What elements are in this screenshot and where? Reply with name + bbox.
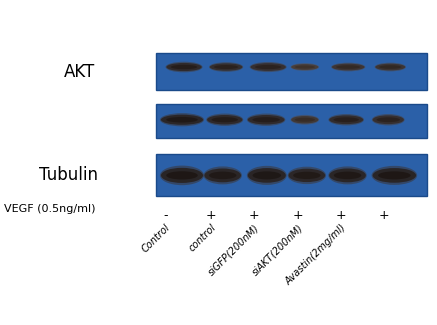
Ellipse shape bbox=[328, 166, 367, 184]
Ellipse shape bbox=[377, 117, 400, 122]
Ellipse shape bbox=[379, 65, 402, 69]
Ellipse shape bbox=[248, 168, 286, 183]
Ellipse shape bbox=[205, 168, 241, 182]
Ellipse shape bbox=[333, 117, 359, 122]
Ellipse shape bbox=[166, 62, 203, 72]
Ellipse shape bbox=[332, 64, 364, 70]
Text: -: - bbox=[163, 209, 168, 222]
Bar bbox=[156, 154, 427, 196]
Ellipse shape bbox=[373, 168, 416, 183]
Ellipse shape bbox=[375, 63, 406, 72]
Ellipse shape bbox=[161, 115, 203, 125]
Text: +: + bbox=[249, 209, 260, 222]
Text: Avastin(2mg/ml): Avastin(2mg/ml) bbox=[284, 222, 348, 287]
Ellipse shape bbox=[295, 118, 315, 122]
Ellipse shape bbox=[250, 62, 287, 72]
Ellipse shape bbox=[375, 64, 405, 70]
Ellipse shape bbox=[206, 113, 243, 126]
Ellipse shape bbox=[248, 115, 284, 124]
Bar bbox=[156, 105, 427, 138]
Ellipse shape bbox=[331, 63, 365, 72]
Ellipse shape bbox=[166, 63, 201, 71]
Ellipse shape bbox=[161, 168, 203, 183]
Text: siGFP(200nM): siGFP(200nM) bbox=[206, 222, 261, 277]
Ellipse shape bbox=[293, 172, 321, 179]
Ellipse shape bbox=[291, 116, 319, 124]
Ellipse shape bbox=[328, 114, 364, 125]
Bar bbox=[156, 53, 427, 90]
Ellipse shape bbox=[247, 166, 287, 185]
Ellipse shape bbox=[160, 165, 204, 185]
Ellipse shape bbox=[255, 65, 281, 69]
Text: control: control bbox=[187, 222, 218, 253]
Ellipse shape bbox=[291, 115, 319, 124]
Ellipse shape bbox=[336, 65, 361, 69]
Text: +: + bbox=[379, 209, 390, 222]
Text: +: + bbox=[336, 209, 346, 222]
Ellipse shape bbox=[291, 64, 319, 70]
Text: AKT: AKT bbox=[64, 63, 95, 81]
Ellipse shape bbox=[171, 65, 197, 69]
Ellipse shape bbox=[329, 115, 363, 124]
Ellipse shape bbox=[166, 171, 198, 179]
Ellipse shape bbox=[207, 115, 243, 124]
Ellipse shape bbox=[291, 63, 319, 71]
Ellipse shape bbox=[378, 171, 411, 179]
Text: +: + bbox=[292, 209, 303, 222]
Ellipse shape bbox=[247, 113, 285, 126]
Ellipse shape bbox=[295, 65, 315, 69]
Ellipse shape bbox=[288, 169, 325, 182]
Ellipse shape bbox=[250, 63, 286, 71]
Ellipse shape bbox=[371, 166, 417, 185]
Ellipse shape bbox=[160, 113, 204, 126]
Ellipse shape bbox=[373, 115, 404, 124]
Ellipse shape bbox=[288, 167, 326, 184]
Ellipse shape bbox=[166, 117, 198, 123]
Text: siAKT(200nM): siAKT(200nM) bbox=[250, 222, 305, 277]
Ellipse shape bbox=[209, 62, 243, 72]
Text: Tubulin: Tubulin bbox=[39, 166, 98, 184]
Ellipse shape bbox=[212, 117, 238, 122]
Ellipse shape bbox=[253, 171, 281, 179]
Ellipse shape bbox=[214, 65, 238, 69]
Ellipse shape bbox=[204, 166, 242, 184]
Ellipse shape bbox=[253, 117, 280, 122]
Ellipse shape bbox=[210, 63, 243, 71]
Text: VEGF (0.5ng/ml): VEGF (0.5ng/ml) bbox=[3, 204, 95, 214]
Ellipse shape bbox=[334, 172, 361, 179]
Ellipse shape bbox=[329, 168, 366, 182]
Text: +: + bbox=[205, 209, 216, 222]
Ellipse shape bbox=[372, 114, 405, 125]
Ellipse shape bbox=[209, 172, 236, 179]
Text: Control: Control bbox=[140, 222, 173, 254]
